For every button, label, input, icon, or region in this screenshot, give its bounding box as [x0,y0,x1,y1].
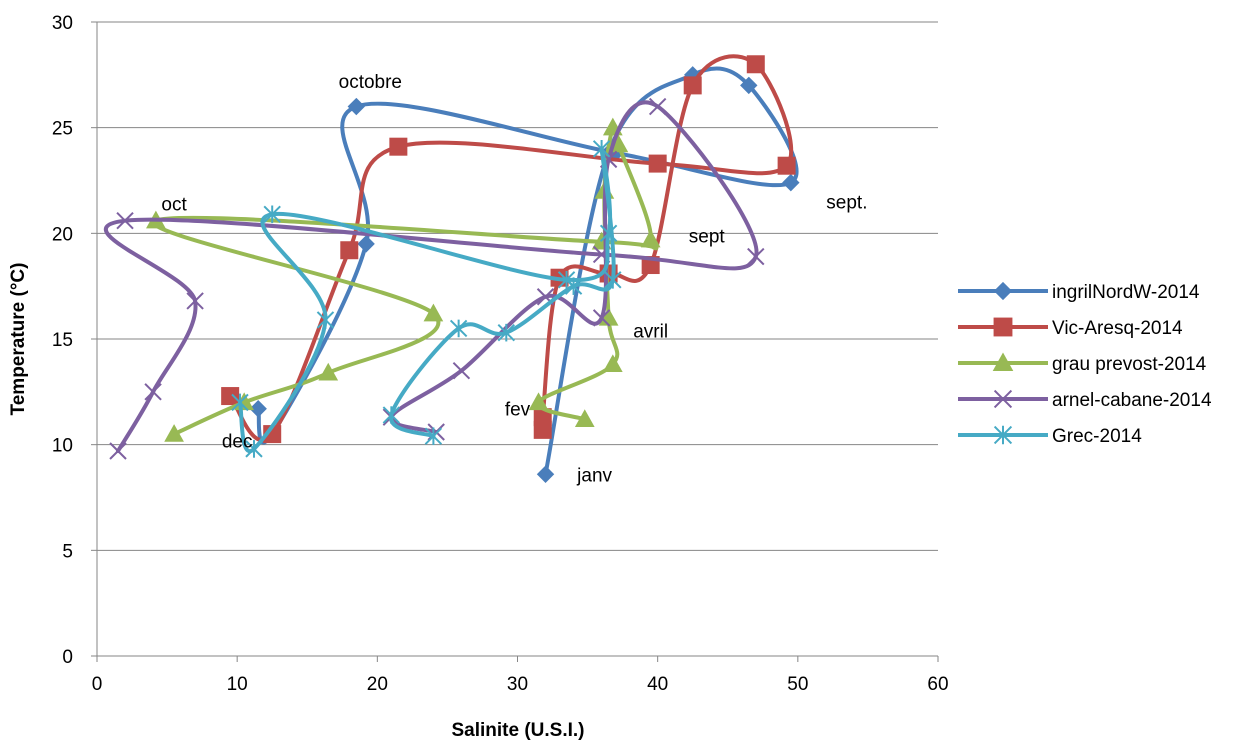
data-point-3-2 [186,292,204,310]
x-tick-label-0: 0 [92,674,103,695]
axes [91,21,939,662]
gridlines [97,21,938,657]
annotations-layer: octobre oct sept. sept avril fev dec janv [161,72,867,486]
x-tick-label-4: 40 [647,674,668,695]
data-point-3-1 [144,383,162,401]
y-tick-label-6: 30 [52,13,73,34]
data-point-0-6 [347,97,366,116]
data-point-2-2 [602,354,623,373]
x-axis-title: Salinite (U.S.I.) [451,720,584,741]
data-point-4-0 [424,427,443,446]
data-point-1-5 [683,76,702,95]
legend-item-2: grau prevost-2014 [958,352,1207,375]
legend-label-2: grau prevost-2014 [1052,354,1207,375]
data-point-0-9 [249,400,267,418]
legend-item-3: arnel-cabane-2014 [958,389,1212,411]
annotation-6: dec [222,431,253,452]
data-point-0-4 [782,173,800,192]
data-point-2-7 [640,229,661,248]
series-3 [103,97,765,460]
x-tick-label-1: 10 [227,674,248,695]
data-point-4-3 [497,323,515,342]
data-point-4-5 [604,271,622,289]
data-point-3-0 [109,442,127,460]
series-2 [146,117,661,442]
data-point-0-3 [740,76,758,95]
y-tick-label-4: 20 [52,224,73,245]
data-point-1-6 [746,55,765,74]
series-line-3 [103,100,759,453]
x-tick-label-2: 20 [367,674,388,695]
annotation-2: sept. [826,193,867,214]
data-point-1-9 [389,137,408,156]
data-point-2-10 [423,303,444,322]
legend-item-0: ingrilNordW-2014 [958,281,1200,303]
data-point-3-10 [452,361,471,380]
y-tick-label-1: 5 [62,541,73,562]
legend-marker-3 [993,389,1013,409]
data-point-4-11 [245,440,263,458]
legend-marker-0 [993,281,1013,301]
y-tick-label-3: 15 [52,330,73,351]
data-point-0-7 [357,235,375,253]
data-point-4-8 [557,271,576,289]
x-tick-label-6: 60 [927,674,948,695]
annotation-5: fev [505,400,531,421]
data-point-1-12 [221,387,240,406]
data-point-1-7 [777,156,796,175]
legend-marker-4 [993,425,1013,445]
data-point-4-10 [316,311,335,329]
data-point-4-1 [382,406,401,424]
legend-item-4: Grec-2014 [958,425,1142,447]
data-point-4-6 [592,140,611,158]
legend-label-0: ingrilNordW-2014 [1052,282,1200,303]
tick-labels: 0 10 20 30 40 50 60 0 5 10 15 20 25 30 [52,13,949,695]
y-axis-title: Temperature (°C) [8,263,29,416]
data-point-2-0 [574,409,595,428]
data-point-2-1 [528,392,549,411]
y-tick-label-5: 25 [52,119,73,140]
legend-item-1: Vic-Aresq-2014 [958,317,1183,339]
annotation-3: sept [689,226,726,247]
y-tick-label-2: 10 [52,436,73,457]
x-tick-label-5: 50 [787,674,808,695]
annotation-1: oct [161,195,187,216]
y-tick-label-0: 0 [62,647,73,668]
data-point-3-6 [648,97,667,116]
annotation-0: octobre [339,72,402,93]
data-point-4-7 [599,224,618,243]
legend-label-1: Vic-Aresq-2014 [1052,318,1183,339]
data-point-1-8 [648,154,667,173]
legend-marker-1 [993,317,1013,337]
annotation-4: avril [633,322,668,343]
data-point-2-11 [318,362,339,381]
legend: ingrilNordW-2014 Vic-Aresq-2014 grau prevo… [958,281,1212,447]
series-layer [103,54,800,483]
legend-label-3: arnel-cabane-2014 [1052,390,1212,411]
data-point-4-2 [449,319,468,338]
data-point-4-9 [263,205,281,224]
legend-label-4: Grec-2014 [1052,426,1142,447]
annotation-7: janv [576,465,612,486]
legend-marker-2 [992,352,1014,372]
data-point-3-3 [116,211,134,230]
data-point-0-0 [536,465,555,483]
data-point-2-13 [164,424,184,442]
data-point-3-5 [747,247,765,266]
series-4 [231,140,622,458]
series-1 [221,54,796,444]
data-point-4-12 [231,393,249,412]
x-tick-label-3: 30 [507,674,528,695]
data-point-1-10 [340,241,359,260]
data-point-3-8 [592,309,611,327]
